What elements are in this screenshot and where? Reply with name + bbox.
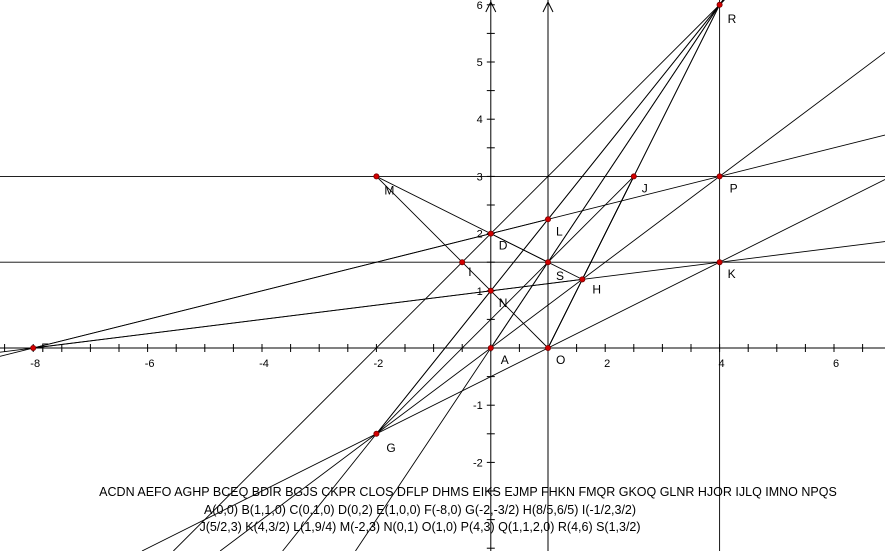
x-tick-label: -6 [145, 358, 155, 370]
x-tick-label: 2 [604, 358, 610, 370]
point-label-r: R [728, 12, 737, 26]
seg-ar [490, 4, 720, 349]
point-l [545, 216, 552, 223]
coordinates-row-1: A(0,0) B(1,1,0) C(0,1,0) D(0,2) E(1,0,0)… [204, 503, 636, 517]
seg-nr [490, 4, 720, 292]
point-m [373, 173, 380, 180]
seg-dh [490, 233, 583, 280]
point-label-n: N [499, 296, 508, 310]
seg-oh [547, 279, 583, 349]
point-f [30, 344, 37, 351]
y-tick-label: -1 [473, 400, 483, 412]
seg-no [490, 290, 549, 349]
point-a [487, 344, 494, 351]
point-r [716, 1, 723, 8]
point-k [716, 259, 723, 266]
line-gp [219, 51, 885, 551]
point-s [545, 259, 552, 266]
line-gk [141, 179, 885, 551]
y-tick-label: 3 [477, 171, 483, 183]
y-tick-label: -2 [473, 457, 483, 469]
point-label-j: J [642, 181, 648, 195]
lines-list: ACDN AEFO AGHP BCEQ BDIR BGJS CKPR CLOS … [99, 485, 837, 499]
point-g [373, 430, 380, 437]
seg-fl [33, 218, 549, 349]
x-tick-label: -4 [259, 358, 269, 370]
y-tick-label: 6 [477, 0, 483, 12]
point-h [579, 276, 586, 283]
point-p [716, 173, 723, 180]
y-tick-label: 4 [477, 114, 483, 126]
y-arrow-icon [542, 0, 554, 13]
point-i [459, 259, 466, 266]
point-d [487, 230, 494, 237]
x-tick-label: 6 [833, 358, 839, 370]
seg-gn [376, 290, 492, 435]
point-o [545, 344, 552, 351]
point-label-i: I [468, 265, 471, 279]
point-label-o: O [556, 353, 565, 367]
point-n [487, 287, 494, 294]
x-tick-label: -8 [30, 358, 40, 370]
point-j [630, 173, 637, 180]
y-tick-label: 2 [477, 229, 483, 241]
point-label-a: A [501, 353, 509, 367]
x-tick-label: -2 [374, 358, 384, 370]
point-label-f: F [41, 341, 48, 355]
point-label-k: K [728, 267, 736, 281]
coordinates-row-2: J(5/2,3) K(4,3/2) L(1,9/4) M(-2,3) N(0,1… [199, 520, 640, 534]
point-label-m: M [384, 183, 394, 197]
y-axis-arrow-icon [485, 0, 497, 13]
seg-fh [33, 278, 583, 349]
point-label-p: P [730, 181, 738, 195]
line-ir [173, 0, 725, 551]
point-label-h: H [592, 282, 601, 296]
point-label-d: D [499, 239, 508, 253]
point-label-g: G [386, 441, 395, 455]
y-tick-label: 1 [477, 286, 483, 298]
point-label-s: S [556, 269, 564, 283]
seg-gj [376, 176, 635, 435]
x-tick-label: 4 [719, 358, 725, 370]
point-label-l: L [556, 224, 563, 238]
seg-mn [376, 176, 492, 292]
y-tick-label: 5 [477, 57, 483, 69]
